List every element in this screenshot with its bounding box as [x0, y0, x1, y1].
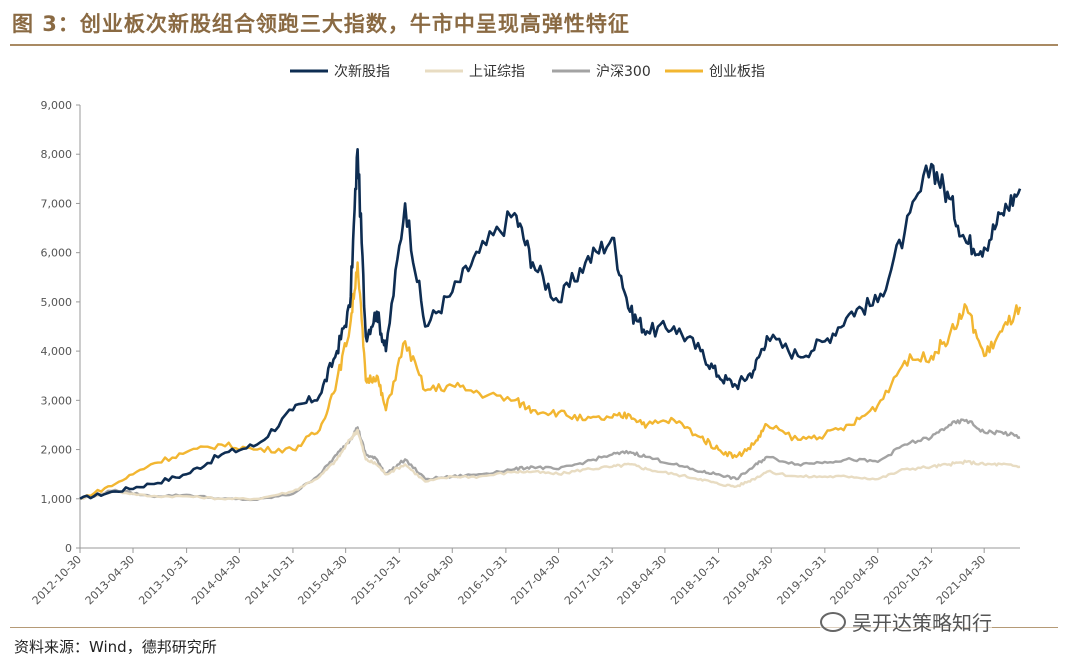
- series-layer: [79, 148, 1022, 502]
- legend-label: 上证综指: [469, 64, 525, 80]
- x-tick-label: 2016-10-31: [456, 553, 510, 607]
- legend-label: 沪深300: [596, 64, 651, 80]
- x-tick-label: 2015-10-31: [349, 553, 403, 607]
- y-tick-label: 5,000: [41, 296, 73, 309]
- x-tick-label: 2012-10-30: [30, 553, 84, 607]
- legend-label: 次新股指: [334, 64, 390, 80]
- x-tick-label: 2015-04-30: [295, 553, 349, 607]
- x-tick-label: 2019-04-30: [721, 553, 775, 607]
- y-tick-label: 1,000: [41, 493, 73, 506]
- x-tick-label: 2021-04-30: [934, 553, 988, 607]
- y-tick-label: 9,000: [41, 99, 73, 112]
- y-tick-label: 0: [65, 542, 72, 555]
- x-tick-label: 2019-10-31: [775, 553, 829, 607]
- x-tick-label: 2013-04-30: [83, 553, 137, 607]
- watermark: 吴开达策略知行: [820, 607, 992, 636]
- y-tick-label: 3,000: [41, 394, 73, 407]
- series-line-3: [79, 418, 1021, 502]
- y-axis: 0 1,000 2,000 3,000 4,000 5,000 6,000 7,000 8,00…: [41, 99, 81, 555]
- x-tick-label: 2017-04-30: [508, 553, 562, 607]
- legend-label: 创业板指: [709, 64, 765, 80]
- chart-title: 图 3：创业板次新股组合领跑三大指数，牛市中呈现高弹性特征: [12, 12, 630, 36]
- x-tick-label: 2014-04-30: [189, 553, 243, 607]
- x-tick-label: 2014-10-31: [243, 553, 297, 607]
- watermark-text: 吴开达策略知行: [852, 611, 992, 635]
- x-tick-label: 2016-04-30: [402, 553, 456, 607]
- series-line-4: [79, 261, 1022, 500]
- x-tick-label: 2020-04-30: [828, 553, 882, 607]
- x-tick-label: 2018-04-30: [615, 553, 669, 607]
- y-tick-label: 4,000: [41, 345, 73, 358]
- y-tick-label: 6,000: [41, 247, 73, 260]
- footer-divider: [10, 627, 1058, 628]
- x-tick-label: 2020-10-31: [881, 553, 935, 607]
- x-tick-label: 2018-10-31: [668, 553, 722, 607]
- wechat-icon: [820, 611, 846, 632]
- line-chart: 次新股指 上证综指 沪深300 创业板指 0 1,000 2,000 3,000 4,000 5…: [30, 64, 1022, 607]
- x-tick-label: 2017-10-31: [562, 553, 616, 607]
- chart-legend: 次新股指 上证综指 沪深300 创业板指: [290, 64, 765, 80]
- series-line-1: [79, 148, 1022, 500]
- source-note: 资料来源：Wind，德邦研究所: [14, 638, 217, 656]
- y-tick-label: 2,000: [41, 444, 73, 457]
- y-tick-label: 8,000: [41, 148, 73, 161]
- y-tick-label: 7,000: [41, 197, 73, 210]
- x-tick-label: 2013-10-31: [136, 553, 190, 607]
- title-divider: [10, 44, 1058, 46]
- series-line-2: [79, 428, 1021, 501]
